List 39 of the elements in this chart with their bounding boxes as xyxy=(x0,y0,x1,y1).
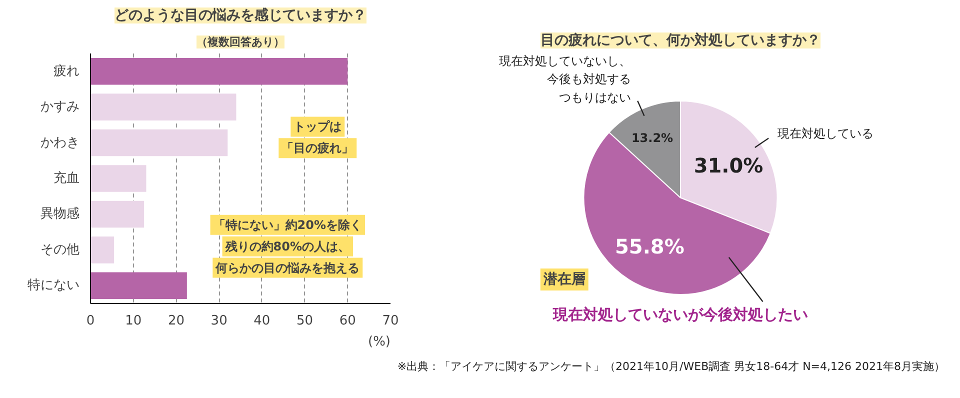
annotation: 残りの約80%の人は、 xyxy=(224,239,350,254)
x-axis-title: (%) xyxy=(368,334,391,350)
y-tick-label: 充血 xyxy=(54,171,80,186)
y-tick-label: その他 xyxy=(40,242,80,258)
x-tick-label: 10 xyxy=(125,314,142,328)
y-tick-label: かすみ xyxy=(40,100,80,115)
x-tick-label: 0 xyxy=(86,314,95,328)
bar xyxy=(90,58,348,85)
y-tick-label: 疲れ xyxy=(54,64,80,79)
slice-label: 現在対処していないし、今後も対処するつもりはない xyxy=(498,54,631,104)
bar xyxy=(90,236,114,264)
x-tick-label: 50 xyxy=(296,314,314,328)
annotation: 何らかの目の悩みを抱える xyxy=(214,260,360,275)
y-tick-label: かわき xyxy=(40,135,80,150)
x-tick-label: 40 xyxy=(254,314,270,328)
bar xyxy=(90,129,228,156)
bar xyxy=(90,165,146,192)
data-label: 55.8% xyxy=(615,234,684,259)
data-label: 13.2% xyxy=(631,130,674,145)
slice-label: 現在対処していないが今後対処したい xyxy=(552,305,808,324)
bar xyxy=(90,200,144,228)
annotation: トップは xyxy=(294,120,342,134)
y-tick-label: 特にない xyxy=(28,278,80,294)
bar xyxy=(90,272,187,300)
slice-label: 現在対処している xyxy=(777,126,874,140)
bar xyxy=(90,94,236,120)
x-tick-label: 20 xyxy=(168,314,184,328)
chart-title: どのような目の悩みを感じていますか？ xyxy=(114,8,366,24)
text: 潜在層 xyxy=(542,271,586,288)
chart-title: 目の疲れについて、何か対処していますか？ xyxy=(540,32,820,48)
annotation: 「特にない」約20%を除く xyxy=(213,218,362,232)
data-label: 31.0% xyxy=(694,153,764,178)
chart-subtitle: （複数回答あり） xyxy=(196,36,284,48)
x-tick-label: 30 xyxy=(210,314,228,328)
x-tick-label: 70 xyxy=(382,314,399,328)
text: ※出典：「アイケアに関するアンケート」（2021年10月/WEB調査 男女18-64才 N=4,126 2021年8月実施） xyxy=(397,359,945,375)
y-tick-label: 異物感 xyxy=(40,206,80,222)
annotation: 「目の疲れ」 xyxy=(282,141,354,156)
x-tick-label: 60 xyxy=(339,314,356,328)
